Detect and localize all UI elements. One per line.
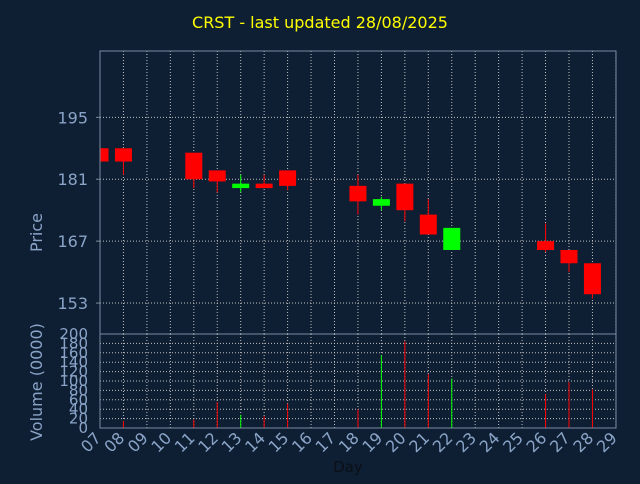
volume-tick-label: 60 <box>69 391 88 409</box>
price-axis-label: Price <box>27 213 46 252</box>
candle-body-down <box>100 148 109 162</box>
candle-body-down <box>255 183 273 189</box>
candle-body-down <box>419 214 437 235</box>
candle-body-down <box>583 263 601 295</box>
candle-body-up <box>443 227 461 250</box>
volume-tick-label: 160 <box>59 344 88 362</box>
price-tick-label: 195 <box>57 108 88 127</box>
candle-body-down <box>114 148 132 162</box>
candle-body-down <box>208 170 226 182</box>
x-axis-label: Day <box>333 458 363 476</box>
volume-panel-border <box>99 333 617 429</box>
volume-tick-label: 40 <box>69 400 88 418</box>
candle-body-down <box>537 241 555 250</box>
candle-body-down <box>185 152 203 180</box>
candle-body-up <box>232 183 250 189</box>
volume-tick-label: 200 <box>59 325 88 343</box>
candle-body-down <box>396 183 414 211</box>
candle-body-down <box>560 249 578 264</box>
candle-body-down <box>279 170 297 186</box>
chart-title: CRST - last updated 28/08/2025 <box>192 13 448 32</box>
volume-tick-label: 100 <box>59 372 88 390</box>
volume-tick-label: 80 <box>69 381 88 399</box>
volume-tick-label: 120 <box>59 363 88 381</box>
volume-tick-label: 180 <box>59 334 88 352</box>
price-tick-label: 181 <box>57 170 88 189</box>
x-tick-label: 29 <box>593 428 621 456</box>
price-tick-label: 153 <box>57 294 88 313</box>
volume-tick-label: 20 <box>69 410 88 428</box>
candle-body-up <box>372 199 390 206</box>
volume-axis-label: Volume (0000) <box>27 323 46 441</box>
volume-tick-label: 140 <box>59 353 88 371</box>
price-tick-label: 167 <box>57 232 88 251</box>
candle-body-down <box>349 185 367 202</box>
volume-tick-label: 0 <box>78 419 88 437</box>
